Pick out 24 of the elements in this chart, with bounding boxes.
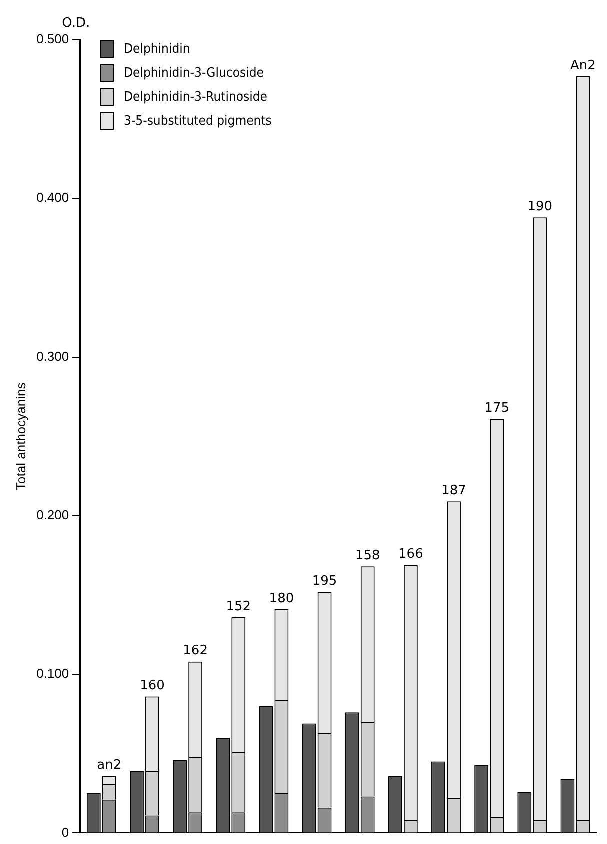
legend-label: Delphinidin-3-Glucoside <box>124 66 264 80</box>
x-tick-label: 175 <box>484 401 510 416</box>
legend-label: Delphinidin-3-Rutinoside <box>124 90 268 104</box>
x-tick-label: 162 <box>183 644 208 659</box>
x-tick-label: 158 <box>355 548 380 564</box>
x-tick-label: 190 <box>528 200 553 215</box>
x-tick-label: 187 <box>442 484 466 499</box>
y-tick-label: 0.100 <box>36 666 70 682</box>
y-tick-label: 0.300 <box>36 348 70 364</box>
y-axis-title: Total anthocyanins <box>13 382 28 490</box>
x-tick-label: 180 <box>269 591 294 606</box>
text: O.D. <box>62 16 90 31</box>
y-tick-label: 0.200 <box>36 508 70 522</box>
x-tick-label: 166 <box>398 546 424 562</box>
y-tick-label: 0.500 <box>36 32 70 47</box>
y-tick-label: 0.400 <box>36 190 70 206</box>
x-tick-label: 195 <box>312 574 338 589</box>
x-tick-label: 160 <box>140 678 165 694</box>
legend-label: Delphinidin <box>124 42 190 56</box>
legend-label: 3-5-substituted pigments <box>124 114 272 128</box>
x-tick-label: an2 <box>97 758 122 773</box>
x-tick-label: 152 <box>226 599 252 614</box>
x-tick-label: An2 <box>570 58 596 74</box>
y-tick-label: 0 <box>62 824 70 840</box>
